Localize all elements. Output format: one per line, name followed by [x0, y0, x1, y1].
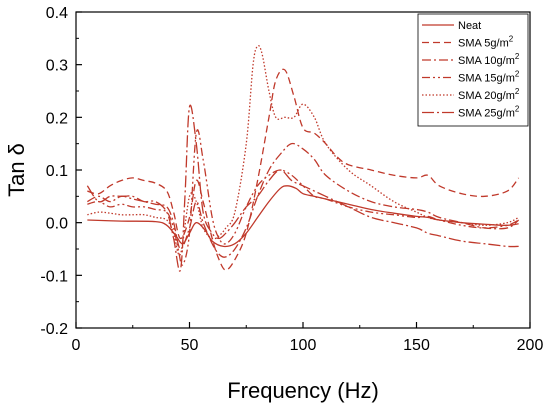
legend-label-sup: 2	[515, 70, 520, 79]
y-tick-label: -0.1	[40, 268, 68, 285]
legend-label-sup: 2	[515, 87, 520, 96]
legend-label-main: SMA 20g/m	[458, 90, 515, 102]
series-lines	[86, 45, 520, 272]
series-line-0	[87, 185, 519, 248]
x-tick-label: 150	[403, 337, 430, 354]
legend-label-sup: 2	[509, 35, 514, 44]
legend-label: SMA 10g/m2	[458, 52, 520, 67]
plot-frame	[75, 11, 531, 329]
legend-label: Neat	[458, 20, 481, 32]
x-axis-title: Frequency (Hz)	[227, 378, 379, 403]
y-tick-label: -0.2	[40, 321, 68, 338]
axis-tick-labels: 0 50 100 150 200 -0.2 -0.1 0.0 0.1 0.2 0.3 0.4	[40, 5, 543, 354]
y-tick-label: 0.1	[46, 163, 68, 180]
y-tick-label: 0.2	[46, 110, 68, 127]
legend-label: SMA 20g/m2	[458, 87, 520, 102]
series-line-1	[87, 68, 520, 271]
legend-label: SMA 5g/m2	[458, 35, 514, 50]
legend-label-main: SMA 15g/m	[458, 73, 515, 85]
legend-label-main: SMA 10g/m	[458, 55, 515, 67]
legend-label: SMA 15g/m2	[458, 70, 520, 85]
x-tick-label: 0	[72, 337, 81, 354]
legend-label-sup: 2	[515, 105, 520, 114]
legend-label-main: SMA 25g/m	[458, 108, 515, 120]
legend-label: SMA 25g/m2	[458, 105, 520, 120]
legend-label-sup: 2	[515, 52, 520, 61]
x-tick-label: 200	[517, 337, 544, 354]
legend-label-main: SMA 5g/m	[458, 38, 509, 50]
y-tick-label: 0.3	[46, 58, 68, 75]
legend-box	[417, 13, 529, 127]
y-axis-title: Tan δ	[4, 143, 29, 197]
y-tick-label: 0.0	[46, 216, 68, 233]
x-tick-label: 50	[181, 337, 199, 354]
x-tick-label: 100	[290, 337, 317, 354]
series-line-4	[87, 45, 519, 257]
series-line-3	[87, 129, 519, 266]
y-tick-label: 0.4	[46, 5, 68, 22]
series-line-2	[87, 142, 520, 258]
series-line-5	[86, 104, 519, 272]
